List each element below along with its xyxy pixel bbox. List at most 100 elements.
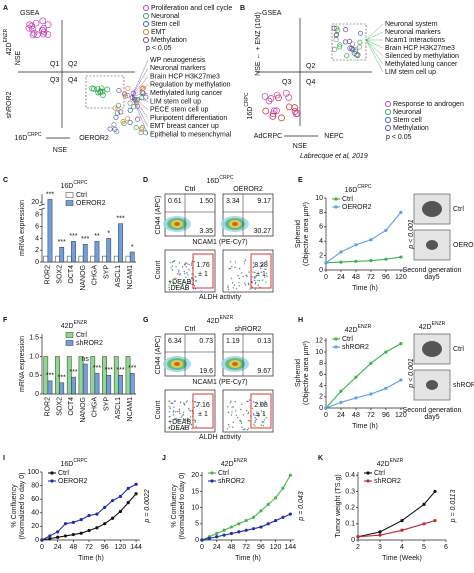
panel-title: GSEA [20, 10, 40, 17]
event-dot [246, 409, 248, 412]
x-tick-label: ROR2 [45, 397, 52, 417]
event-dot [232, 287, 234, 289]
event-dot [260, 404, 262, 407]
series-line [325, 212, 402, 264]
legend-label: Methylation [151, 37, 187, 44]
event-dot [248, 399, 251, 401]
point [222, 528, 226, 532]
point [63, 534, 68, 538]
point [324, 261, 328, 265]
bar [43, 255, 49, 263]
panel-title: GSEA [262, 10, 282, 17]
event-dot [251, 286, 253, 288]
gene-set-dot [133, 125, 139, 131]
bar [102, 255, 107, 263]
event-dot [244, 259, 247, 261]
quadrant-label: Q3 [282, 79, 291, 86]
point [71, 532, 75, 537]
panel-letter: I [3, 455, 5, 462]
significance-label: * [131, 244, 134, 251]
point [266, 502, 270, 506]
y-tick-label: 40 [31, 510, 39, 517]
gene-set-dot [112, 105, 118, 111]
point [274, 496, 278, 500]
point [384, 257, 388, 261]
citation: Labrecque et al, 2019 [300, 153, 368, 160]
event-dot [242, 275, 244, 278]
event-dot [254, 271, 256, 274]
series-line [325, 343, 402, 409]
leader-line [365, 39, 384, 57]
leader-line [365, 39, 384, 49]
event-dot [260, 424, 263, 426]
event-dot [228, 267, 230, 270]
gene-set-label: Epithelial to mesenchymal [150, 132, 232, 139]
y-tick-label: 20 [191, 472, 199, 479]
text-base: 16D [247, 107, 254, 120]
event-dot [253, 276, 255, 278]
event-dot [175, 417, 177, 420]
legend-marker [143, 13, 149, 19]
flow-plot [222, 193, 274, 237]
bar [106, 375, 112, 395]
event-dot [229, 402, 232, 404]
legend-marker [385, 109, 391, 115]
event-dot [264, 400, 266, 402]
quadrant-value: 1.50 [199, 198, 213, 205]
y-tick-label: 2 [319, 394, 323, 401]
x-tick-label: 0 [324, 274, 328, 281]
y-tick-label: 10 [315, 349, 323, 356]
event-dot [234, 261, 237, 263]
event-dot [239, 419, 241, 422]
group-label: OEROR2 [453, 242, 474, 249]
gene-set-dot [331, 25, 337, 31]
x-tick-label: 144 [284, 544, 296, 551]
x-tick-label: ASCL1 [115, 265, 122, 287]
point [433, 489, 437, 494]
gene-set-dot [349, 41, 356, 47]
x-tick-label: 24 [54, 544, 62, 551]
event-dot [172, 260, 175, 263]
x-tick-label: 120 [395, 274, 407, 281]
event-dot [179, 286, 181, 288]
group-label: shROR2 [235, 326, 262, 333]
axis-label: NSE ← + ENZ (10d) [255, 12, 262, 76]
event-dot [191, 283, 193, 286]
event-dot [234, 400, 236, 403]
event-dot [247, 411, 250, 413]
x-tick-label: SYP [103, 397, 110, 411]
panel-letter: E [298, 177, 303, 184]
legend-marker [334, 197, 338, 201]
quadrant-value: 30.27 [253, 228, 271, 235]
x-axis-label: Time (h) [352, 423, 378, 430]
legend-label: Ctrl [218, 470, 229, 477]
y-tick-label: 0 [35, 537, 39, 544]
x-tick-label: 24 [213, 544, 221, 551]
panel-letter: J [162, 455, 166, 462]
bar [47, 380, 53, 395]
series-line [325, 256, 401, 264]
bar [78, 255, 84, 263]
y-tick-label: 0.3 [345, 488, 355, 495]
significance-label: *** [116, 216, 124, 223]
x-tick-label: CHGA [92, 397, 99, 418]
y-axis-label: Spheroid [295, 220, 302, 248]
event-dot [248, 271, 250, 273]
event-dot [237, 275, 239, 277]
x-tick-label: 96 [101, 544, 109, 551]
significance-label: *** [46, 373, 54, 380]
legend-label: shROR2 [218, 478, 245, 485]
bar [59, 382, 65, 395]
gene-set-label: Ncam1 interactions [385, 37, 445, 44]
event-dot [182, 280, 185, 282]
event-dot [260, 410, 263, 412]
event-dot [256, 418, 258, 421]
gene-set-dot [143, 94, 149, 100]
gene-set-label: Methylated lung cancer [150, 90, 223, 97]
gene-set-label: Methylated lung cancer [385, 61, 458, 68]
y-axis-label: Tumor weight (TS.g) [335, 474, 342, 538]
gene-set-dot [30, 30, 38, 37]
x-tick-label: 72 [242, 544, 250, 551]
event-dot [185, 276, 187, 278]
event-dot [182, 411, 185, 414]
